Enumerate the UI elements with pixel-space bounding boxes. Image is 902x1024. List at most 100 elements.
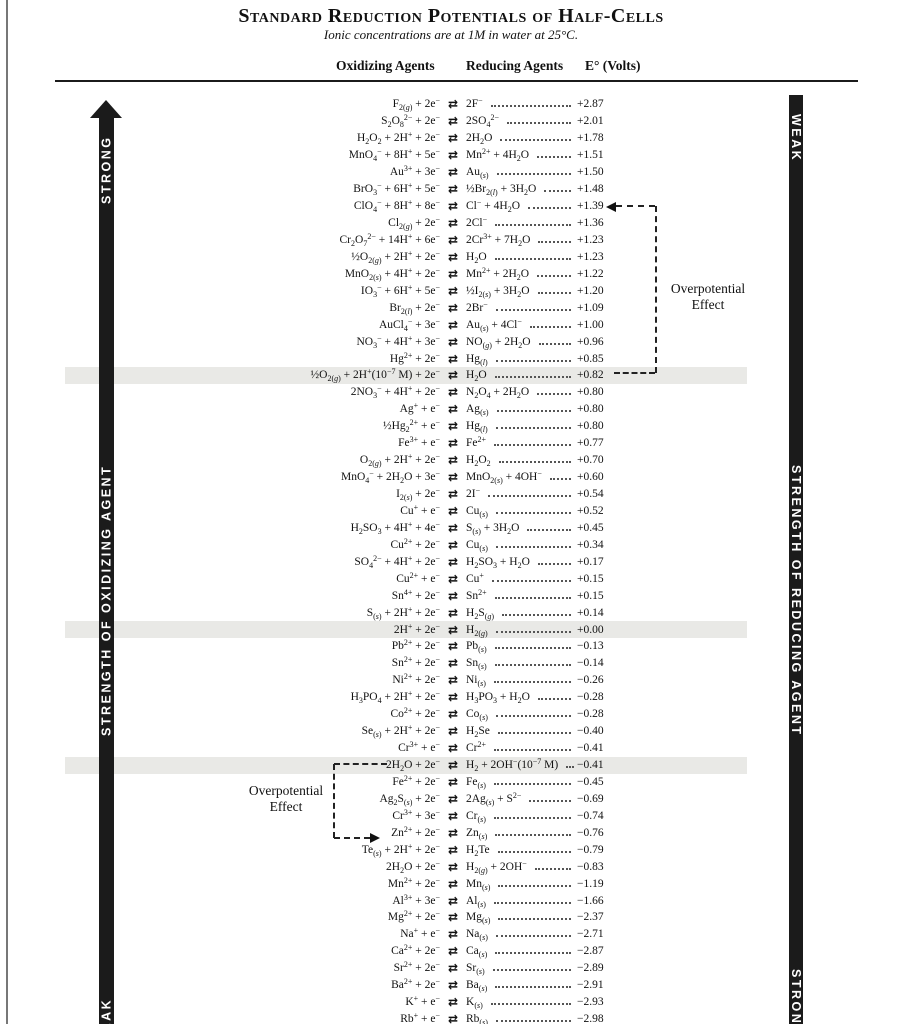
- table-row: Al3+ + 3e− ⇄ Al(s) −1.66: [130, 892, 613, 909]
- oxidizing-agent: H3PO4 + 2H+ + 2e−: [350, 689, 440, 706]
- equilibrium-arrows-icon: ⇄: [447, 791, 459, 806]
- reducing-agent: Mn(s): [466, 877, 491, 892]
- oxidizing-agent: Se(s) + 2H+ + 2e−: [361, 723, 440, 740]
- reducing-agent-cell: Cu(s): [466, 505, 577, 518]
- column-header-reducing: Reducing Agents: [466, 58, 564, 73]
- reducing-agent: Ag(s): [466, 403, 489, 418]
- potential-value: +1.78: [577, 132, 604, 145]
- oxidizing-agent: ClO4− + 8H+ + 8e−: [353, 198, 440, 215]
- reducing-agent-cell: Al(s): [466, 895, 577, 908]
- oxidizing-agent: 2NO3− + 4H+ + 2e−: [350, 384, 440, 401]
- oxidizing-agent: Na+ + e−: [400, 926, 440, 941]
- potential-value: −0.28: [577, 691, 604, 704]
- reducing-agent: Cu(s): [466, 538, 488, 553]
- reducing-agent: NO(g) + 2H2O: [466, 335, 531, 350]
- reducing-agent-cell: Co(s): [466, 708, 577, 723]
- reducing-agent-cell: H2O: [466, 369, 577, 383]
- potential-value: +1.22: [577, 267, 604, 280]
- dot-leader: [495, 951, 571, 955]
- table-row: Ag+ + e− ⇄ Ag(s) +0.80: [130, 401, 613, 418]
- equilibrium-arrows-icon: ⇄: [447, 758, 459, 773]
- equilibrium-arrows-icon: ⇄: [447, 639, 459, 654]
- reducing-agent: Cr(s): [466, 809, 486, 824]
- potential-value: +0.60: [577, 471, 604, 484]
- table-row: 2H2O + 2e− ⇄ H2(g) + 2OH− −0.83: [130, 858, 613, 875]
- reducing-agent: Co(s): [466, 708, 488, 723]
- potential-value: −0.28: [577, 708, 604, 721]
- oxidizing-agent: Sr2+ + 2e−: [393, 960, 440, 975]
- dot-leader: [494, 257, 571, 260]
- table-row: MnO4− + 2H2O + 3e− ⇄ MnO2(s) + 4OH− +0.60: [130, 469, 613, 486]
- equilibrium-arrows-icon: ⇄: [447, 656, 459, 671]
- dot-leader: [493, 680, 571, 684]
- table-row: Sr2+ + 2e− ⇄ Sr(s) −2.89: [130, 960, 613, 977]
- potential-value: +0.14: [577, 606, 604, 619]
- oxidizing-agent: ½O2(g) + 2H+ + 2e−: [351, 248, 440, 265]
- table-row: Te(s) + 2H+ + 2e− ⇄ H2Te −0.79: [130, 841, 613, 858]
- reducing-agent: Hg(l): [466, 420, 488, 435]
- dot-leader: [534, 867, 571, 870]
- oxidizing-agent: Cu2+ + e−: [396, 570, 440, 585]
- highlight-band: [65, 367, 747, 384]
- oxidizing-agent: MnO4− + 2H2O + 3e−: [340, 469, 440, 486]
- equilibrium-arrows-icon: ⇄: [447, 283, 459, 298]
- reducing-agent-cell: Ba(s): [466, 979, 577, 994]
- equilibrium-arrows-icon: ⇄: [447, 419, 459, 434]
- oxidizing-agent: Mg2+ + 2e−: [387, 909, 440, 924]
- equilibrium-arrows-icon: ⇄: [447, 927, 459, 942]
- reducing-agent-cell: 2Br−: [466, 300, 577, 314]
- reducing-agent-cell: 2SO42−: [466, 113, 577, 130]
- left-axis-title: STRENGTH OF OXIDIZING AGENT: [99, 464, 114, 736]
- dot-leader: [537, 155, 571, 159]
- potential-value: +0.70: [577, 454, 604, 467]
- dot-leader: [490, 1002, 571, 1006]
- table-row: 2NO3− + 4H+ + 2e− ⇄ N2O4 + 2H2O +0.80: [130, 384, 613, 401]
- table-row: Mg2+ + 2e− ⇄ Mg(s) −2.37: [130, 909, 613, 926]
- oxidizing-agent: Cr2O72− + 14H+ + 6e−: [339, 231, 441, 248]
- reducing-agent-cell: H2SO3 + H2O: [466, 556, 577, 569]
- reducing-agent-cell: H2O: [466, 251, 577, 264]
- potential-value: +0.52: [577, 504, 604, 517]
- reducing-agent: Ba(s): [466, 979, 488, 994]
- equilibrium-arrows-icon: ⇄: [447, 520, 459, 535]
- oxidizing-agent: Ca2+ + 2e−: [391, 943, 440, 958]
- oxidizing-agent: F2(g) + 2e−: [392, 96, 440, 113]
- table-row: MnO2(s) + 4H+ + 2e− ⇄ Mn2+ + 2H2O +1.22: [130, 265, 613, 282]
- reducing-agent: Mn2+ + 2H2O: [466, 265, 530, 282]
- potential-value: +1.50: [577, 166, 604, 179]
- oxidizing-agent: Br2(l) + 2e−: [389, 299, 440, 316]
- potential-value: −2.37: [577, 911, 604, 924]
- reducing-agent: H2 + 2OH−(10−7 M): [466, 757, 559, 774]
- oxidizing-agent: Al3+ + 3e−: [392, 892, 440, 907]
- oxidizing-agent: Mn2+ + 2e−: [387, 875, 440, 890]
- oxidizing-agent: Sn4+ + 2e−: [391, 587, 440, 602]
- potential-value: +1.23: [577, 250, 604, 263]
- dot-leader: [500, 138, 571, 142]
- reducing-agent: H2(g) + 2OH−: [466, 858, 527, 875]
- highlight-band: [65, 756, 747, 774]
- reducing-agent-cell: H2O2: [466, 454, 577, 468]
- equilibrium-arrows-icon: ⇄: [447, 978, 459, 993]
- reducing-agent: Cl− + 4H2O: [466, 198, 520, 215]
- equilibrium-arrows-icon: ⇄: [447, 114, 459, 129]
- potential-value: +1.09: [577, 301, 604, 314]
- dot-leader: [490, 104, 571, 108]
- reducing-agent: H3PO3 + H2O: [466, 691, 530, 706]
- oxidizing-agent: Fe2+ + 2e−: [392, 773, 440, 788]
- dot-leader: [491, 579, 571, 582]
- dot-leader: [538, 342, 571, 345]
- equilibrium-arrows-icon: ⇄: [447, 961, 459, 976]
- oxidizing-agent: Ba2+ + 2e−: [391, 977, 440, 992]
- oxidizing-agent: S2O82− + 2e−: [381, 113, 440, 130]
- reducing-agent-cell: Cr2+: [466, 741, 577, 754]
- potential-value: +0.15: [577, 572, 604, 585]
- reducing-agent: 2SO42−: [466, 113, 499, 130]
- dot-leader: [495, 223, 571, 227]
- equilibrium-arrows-icon: ⇄: [447, 300, 459, 315]
- table-row: Cu2+ + 2e− ⇄ Cu(s) +0.34: [130, 536, 613, 553]
- oxidizing-agent: S(s) + 2H+ + 2e−: [366, 604, 440, 621]
- potential-value: −0.74: [577, 809, 604, 822]
- table-row: H2O2 + 2H+ + 2e− ⇄ 2H2O +1.78: [130, 130, 613, 147]
- table-row: S2O82− + 2e− ⇄ 2SO42− +2.01: [130, 113, 613, 130]
- potential-value: −0.83: [577, 860, 604, 873]
